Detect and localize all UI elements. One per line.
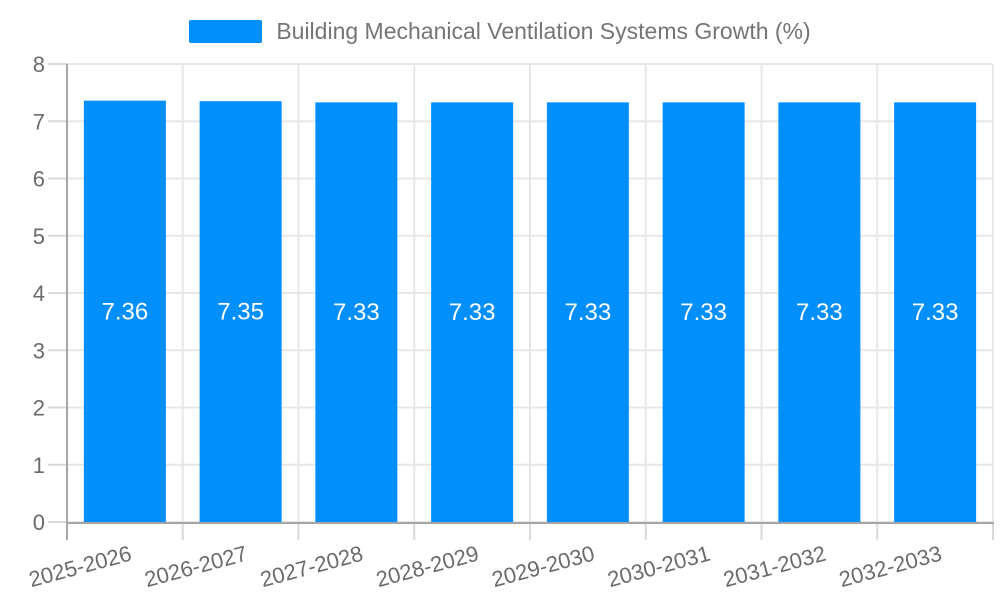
bar-value-label: 7.33	[912, 299, 959, 326]
bars-layer	[83, 100, 977, 523]
y-axis-label: 6	[33, 167, 45, 192]
y-axis-label: 5	[33, 224, 45, 249]
bar-value-label: 7.33	[796, 299, 843, 326]
x-axis-label: 2027-2028	[258, 541, 366, 592]
axis-layer	[48, 63, 994, 540]
bar-value-label: 7.33	[449, 299, 496, 326]
x-axis-label: 2028-2029	[373, 541, 481, 592]
bar-2029-2030[interactable]	[546, 102, 629, 523]
bar-value-label: 7.33	[680, 299, 727, 326]
x-axis-label: 2029-2030	[489, 541, 597, 592]
bar-value-label: 7.33	[565, 299, 612, 326]
bar-2027-2028[interactable]	[315, 102, 398, 523]
x-axis-label: 2025-2026	[26, 541, 134, 592]
bar-2028-2029[interactable]	[431, 102, 514, 523]
y-axis-label: 1	[33, 453, 45, 478]
bar-value-label: 7.35	[217, 299, 264, 326]
bar-value-label: 7.33	[333, 299, 380, 326]
x-axis-label: 2031-2032	[721, 541, 829, 592]
x-axis-label: 2032-2033	[836, 541, 944, 592]
bar-2030-2031[interactable]	[662, 102, 745, 523]
y-axis-label: 4	[33, 281, 45, 306]
bar-2032-2033[interactable]	[894, 102, 977, 523]
y-axis-label: 2	[33, 396, 45, 421]
bar-2031-2032[interactable]	[778, 102, 861, 523]
y-axis-label: 0	[33, 510, 45, 535]
legend-swatch[interactable]	[189, 19, 263, 43]
bar-value-label: 7.36	[102, 298, 149, 325]
y-axis-label: 7	[33, 109, 45, 134]
x-axis-label: 2026-2027	[142, 541, 250, 592]
bar-2026-2027[interactable]	[199, 101, 282, 523]
x-axis-label: 2030-2031	[605, 541, 713, 592]
y-axis-label: 3	[33, 338, 45, 363]
legend: Building Mechanical Ventilation Systems …	[0, 18, 1000, 44]
y-axis-label: 8	[33, 52, 45, 77]
legend-series-label: Building Mechanical Ventilation Systems …	[276, 18, 811, 44]
bar-2025-2026[interactable]	[83, 100, 166, 522]
